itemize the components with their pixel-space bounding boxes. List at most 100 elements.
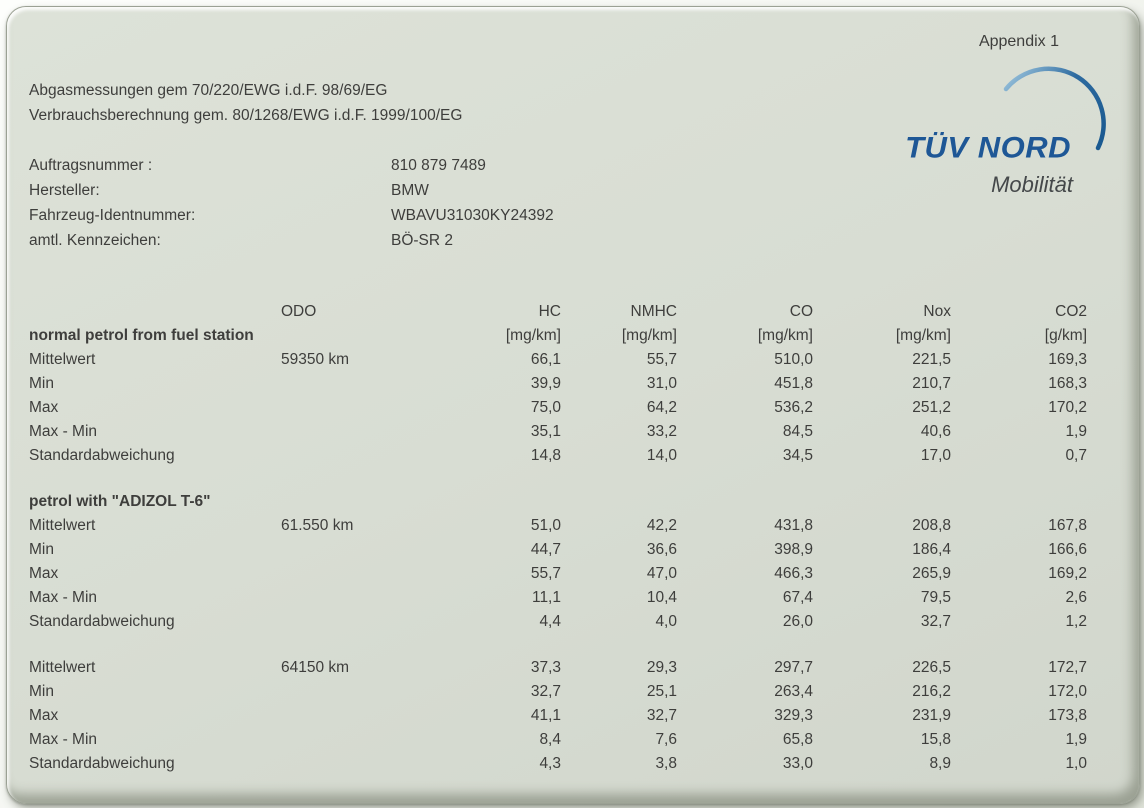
value-cell: 31,0 xyxy=(646,375,677,392)
value-cell: 1,9 xyxy=(1065,423,1087,440)
measurement-row: Standardabweichung 4,3 3,8 33,0 8,9 1,0 xyxy=(29,752,1087,776)
value-cell: 26,0 xyxy=(782,613,813,630)
info-row-hersteller: Hersteller: BMW xyxy=(29,178,554,203)
measurement-row: Max - Min 35,1 33,2 84,5 40,6 1,9 xyxy=(29,420,1087,444)
value-cell: 166,6 xyxy=(1048,541,1087,558)
section-title-cell: normal petrol from fuel station xyxy=(29,327,254,344)
row-label-cell: Standardabweichung xyxy=(29,447,175,464)
row-label-cell: Standardabweichung xyxy=(29,613,175,630)
value-cell: 40,6 xyxy=(920,423,951,440)
unit-cell xyxy=(451,490,561,514)
value-cell: 75,0 xyxy=(530,399,561,416)
value-cell: 41,1 xyxy=(530,707,561,724)
value-cell: 297,7 xyxy=(774,659,813,676)
measurement-row: Min 39,9 31,0 451,8 210,7 168,3 xyxy=(29,372,1087,396)
value-cell: 17,0 xyxy=(920,447,951,464)
measurement-row: Mittelwert 64150 km 37,3 29,3 297,7 226,… xyxy=(29,656,1087,680)
info-value: BMW xyxy=(391,182,429,199)
measurement-row: Max - Min 8,4 7,6 65,8 15,8 1,9 xyxy=(29,728,1087,752)
regulation-line-2: Verbrauchsberechnung gem. 80/1268/EWG i.… xyxy=(29,107,463,124)
regulations-block: Abgasmessungen gem 70/220/EWG i.d.F. 98/… xyxy=(29,78,462,128)
tuv-nord-arc-icon xyxy=(1003,66,1106,151)
unit-cell: [g/km] xyxy=(1044,327,1087,344)
unit-cell: [mg/km] xyxy=(621,327,677,344)
value-cell: 1,0 xyxy=(1065,755,1087,772)
unit-cell: [mg/km] xyxy=(757,327,813,344)
value-cell: 14,8 xyxy=(530,447,561,464)
value-cell: 329,3 xyxy=(774,707,813,724)
odo-cell xyxy=(281,490,451,514)
info-label: Fahrzeug-Identnummer: xyxy=(29,207,196,224)
info-label: Auftragsnummer : xyxy=(29,157,153,174)
measurements-table-wrap: ODO HC NMHC CO Nox CO2 normal petrol fro… xyxy=(29,300,1087,776)
header-co: CO xyxy=(789,303,813,320)
value-cell: 8,4 xyxy=(539,731,561,748)
value-cell: 36,6 xyxy=(646,541,677,558)
row-label-cell: Max - Min xyxy=(29,589,98,606)
odo-cell: 61.550 km xyxy=(281,517,354,534)
value-cell: 33,2 xyxy=(646,423,677,440)
unit-cell xyxy=(561,490,677,514)
odo-cell xyxy=(281,562,451,586)
info-row-kennzeichen: amtl. Kennzeichen: BÖ-SR 2 xyxy=(29,228,554,253)
info-row-auftragsnummer: Auftragsnummer : 810 879 7489 xyxy=(29,153,554,178)
section-title-row: petrol with "ADIZOL T-6" xyxy=(29,490,1087,514)
measurement-row: Max 41,1 32,7 329,3 231,9 173,8 xyxy=(29,704,1087,728)
value-cell: 1,9 xyxy=(1065,731,1087,748)
value-cell: 466,3 xyxy=(774,565,813,582)
value-cell: 25,1 xyxy=(646,683,677,700)
value-cell: 265,9 xyxy=(912,565,951,582)
value-cell: 210,7 xyxy=(912,375,951,392)
info-value: WBAVU31030KY24392 xyxy=(391,207,554,224)
row-label-cell: Mittelwert xyxy=(29,517,96,534)
odo-cell xyxy=(281,610,451,634)
section-spacer xyxy=(29,468,1087,490)
value-cell: 4,0 xyxy=(655,613,677,630)
value-cell: 173,8 xyxy=(1048,707,1087,724)
odo-cell xyxy=(281,324,451,348)
value-cell: 8,9 xyxy=(929,755,951,772)
value-cell: 42,2 xyxy=(646,517,677,534)
unit-cell xyxy=(677,490,813,514)
header-nmhc: NMHC xyxy=(630,303,678,320)
section-title-cell: petrol with "ADIZOL T-6" xyxy=(29,493,211,510)
value-cell: 55,7 xyxy=(646,351,677,368)
value-cell: 510,0 xyxy=(774,351,813,368)
value-cell: 55,7 xyxy=(530,565,561,582)
odo-cell xyxy=(281,396,451,420)
value-cell: 32,7 xyxy=(530,683,561,700)
value-cell: 169,3 xyxy=(1048,351,1087,368)
value-cell: 226,5 xyxy=(912,659,951,676)
value-cell: 51,0 xyxy=(530,517,561,534)
value-cell: 221,5 xyxy=(912,351,951,368)
info-value: BÖ-SR 2 xyxy=(391,232,454,249)
value-cell: 263,4 xyxy=(774,683,813,700)
info-value: 810 879 7489 xyxy=(391,157,486,174)
measurement-row: Max - Min 11,1 10,4 67,4 79,5 2,6 xyxy=(29,586,1087,610)
value-cell: 79,5 xyxy=(920,589,951,606)
value-cell: 65,8 xyxy=(782,731,813,748)
odo-cell xyxy=(281,752,451,776)
appendix-label: Appendix 1 xyxy=(978,33,1059,50)
header-odo: ODO xyxy=(281,303,317,320)
measurement-row: Min 44,7 36,6 398,9 186,4 166,6 xyxy=(29,538,1087,562)
value-cell: 231,9 xyxy=(912,707,951,724)
value-cell: 47,0 xyxy=(646,565,677,582)
value-cell: 208,8 xyxy=(912,517,951,534)
row-label-cell: Min xyxy=(29,541,54,558)
unit-cell xyxy=(951,490,1087,514)
measurements-table-body: ODO HC NMHC CO Nox CO2 normal petrol fro… xyxy=(29,300,1087,776)
row-label-cell: Max xyxy=(29,565,59,582)
measurement-row: Standardabweichung 4,4 4,0 26,0 32,7 1,2 xyxy=(29,610,1087,634)
value-cell: 216,2 xyxy=(912,683,951,700)
measurement-row: Max 55,7 47,0 466,3 265,9 169,2 xyxy=(29,562,1087,586)
value-cell: 3,8 xyxy=(655,755,677,772)
odo-cell xyxy=(281,538,451,562)
value-cell: 64,2 xyxy=(646,399,677,416)
value-cell: 536,2 xyxy=(774,399,813,416)
row-label-cell: Standardabweichung xyxy=(29,755,175,772)
table-header-row: ODO HC NMHC CO Nox CO2 xyxy=(29,300,1087,324)
value-cell: 4,4 xyxy=(539,613,561,630)
measurements-table: ODO HC NMHC CO Nox CO2 normal petrol fro… xyxy=(29,300,1087,776)
header-co2: CO2 xyxy=(1055,303,1087,320)
